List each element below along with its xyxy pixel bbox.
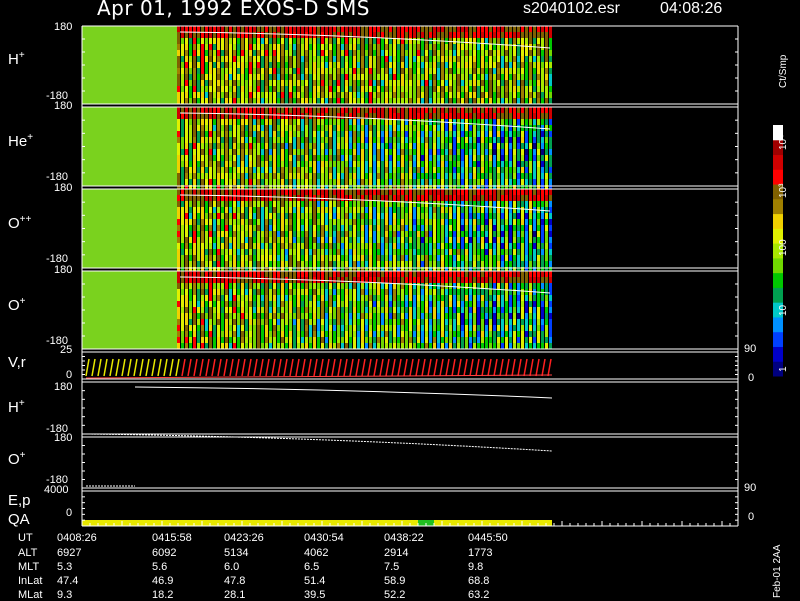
colorbar-cell <box>773 169 783 184</box>
time-value-inlat-2: 47.8 <box>224 575 245 587</box>
right-tick-bot-ep: 0 <box>748 511 754 523</box>
y-tick-top-ep: 4000 <box>44 484 68 496</box>
y-tick-top-2: 180 <box>54 100 72 112</box>
y-tick-top-6: 180 <box>54 381 72 393</box>
time-value-ut-1: 0415:58 <box>152 532 192 544</box>
spectrogram-quiet-region <box>82 107 177 186</box>
time-value-ut-2: 0423:26 <box>224 532 264 544</box>
colorbar-cell <box>773 273 783 288</box>
panel-label-o-plus: O+ <box>8 296 26 314</box>
time-value-mlat-3: 39.5 <box>304 589 325 601</box>
time-value-inlat-1: 46.9 <box>152 575 173 587</box>
colorbar-tick-1000: 10³ <box>778 184 789 198</box>
panel-label-h-plus: H+ <box>8 50 25 68</box>
time-value-alt-2: 5134 <box>224 547 248 559</box>
panel-label-o-plusplus: O++ <box>8 214 31 232</box>
time-value-alt-4: 2914 <box>384 547 408 559</box>
y-tick-top-vr: 25 <box>60 344 72 356</box>
colorbar-tick-10000: 10⁴ <box>778 135 789 150</box>
y-tick-top-7: 180 <box>54 432 72 444</box>
row-label-alt: ALT <box>18 547 37 559</box>
spectrogram-panel-2 <box>82 107 552 191</box>
time-value-ut-3: 0430:54 <box>304 532 344 544</box>
time-value-ut-4: 0438:22 <box>384 532 424 544</box>
time-value-inlat-0: 47.4 <box>57 575 78 587</box>
time-value-alt-3: 4062 <box>304 547 328 559</box>
vr-baseline <box>86 375 552 378</box>
colorbar-cell <box>773 199 783 214</box>
y-tick-bot-qa: 0 <box>66 507 72 519</box>
panel-label-qa: QA <box>8 511 30 528</box>
colorbar-cell <box>773 317 783 332</box>
row-label-ut: UT <box>18 532 33 544</box>
time-value-inlat-4: 58.9 <box>384 575 405 587</box>
panel-label-ep: E,p <box>8 492 31 509</box>
time-value-mlt-2: 6.0 <box>224 561 239 573</box>
colorbar-unit: Ct/Smp <box>778 55 789 88</box>
time-value-mlt-5: 9.8 <box>468 561 483 573</box>
file-name: s2040102.esr <box>523 0 620 18</box>
spectrogram-panel-1 <box>82 26 552 104</box>
row-label-inlat: InLat <box>18 575 42 587</box>
spectrogram-panel-4 <box>82 271 552 349</box>
right-tick-top-vr: 90 <box>744 343 756 355</box>
time-value-mlt-1: 5.6 <box>152 561 167 573</box>
right-tick-top-ep: 90 <box>744 482 756 494</box>
time-value-alt-5: 1773 <box>468 547 492 559</box>
time-value-mlat-0: 9.3 <box>57 589 72 601</box>
colorbar-cell <box>773 155 783 170</box>
colorbar-tick-100: 100 <box>778 239 789 256</box>
panel-label-he-plus: He+ <box>8 132 33 150</box>
time-value-mlat-1: 18.2 <box>152 589 173 601</box>
spectrogram-quiet-region <box>82 26 177 104</box>
colorbar-cell <box>773 332 783 347</box>
time-value-mlat-5: 63.2 <box>468 589 489 601</box>
time-value-mlt-4: 7.5 <box>384 561 399 573</box>
time-value-mlt-3: 6.5 <box>304 561 319 573</box>
right-tick-bot-vr: 0 <box>748 372 754 384</box>
y-tick-top-1: 180 <box>54 21 72 33</box>
colorbar-cell <box>773 287 783 302</box>
colorbar-cell <box>773 346 783 361</box>
spectrogram-panel-3 <box>82 189 552 273</box>
time-value-mlat-4: 52.2 <box>384 589 405 601</box>
y-tick-bot-vr: 0 <box>66 369 72 381</box>
time-value-inlat-3: 51.4 <box>304 575 325 587</box>
time-value-alt-0: 6927 <box>57 547 81 559</box>
colorbar-tick-10: 10 <box>778 305 789 316</box>
time-value-alt-1: 6092 <box>152 547 176 559</box>
file-time: 04:08:26 <box>660 0 722 18</box>
time-value-mlt-0: 5.3 <box>57 561 72 573</box>
colorbar-tick-1: 1 <box>778 366 789 372</box>
y-tick-top-4: 180 <box>54 264 72 276</box>
time-value-ut-0: 0408:26 <box>57 532 97 544</box>
colorbar-cell <box>773 258 783 273</box>
colorbar-cell <box>773 214 783 229</box>
panel-label-vr: V,r <box>8 354 26 371</box>
h-plus-line <box>135 387 552 398</box>
plot-title: Apr 01, 1992 EXOS-D SMS <box>97 0 370 20</box>
time-value-ut-5: 0445:50 <box>468 532 508 544</box>
spectrogram-quiet-region <box>82 271 177 349</box>
spectrogram-quiet-region <box>82 189 177 268</box>
row-label-mlat: MLat <box>18 589 42 601</box>
footer-side-label: Feb-01 2AA <box>772 545 783 598</box>
vr-panel <box>86 359 551 376</box>
y-tick-top-3: 180 <box>54 182 72 194</box>
time-value-inlat-5: 68.8 <box>468 575 489 587</box>
panel-label-h-plus-line: H+ <box>8 398 25 416</box>
time-value-mlat-2: 28.1 <box>224 589 245 601</box>
panel-label-o-plus-line: O+ <box>8 450 26 468</box>
row-label-mlt: MLT <box>18 561 39 573</box>
